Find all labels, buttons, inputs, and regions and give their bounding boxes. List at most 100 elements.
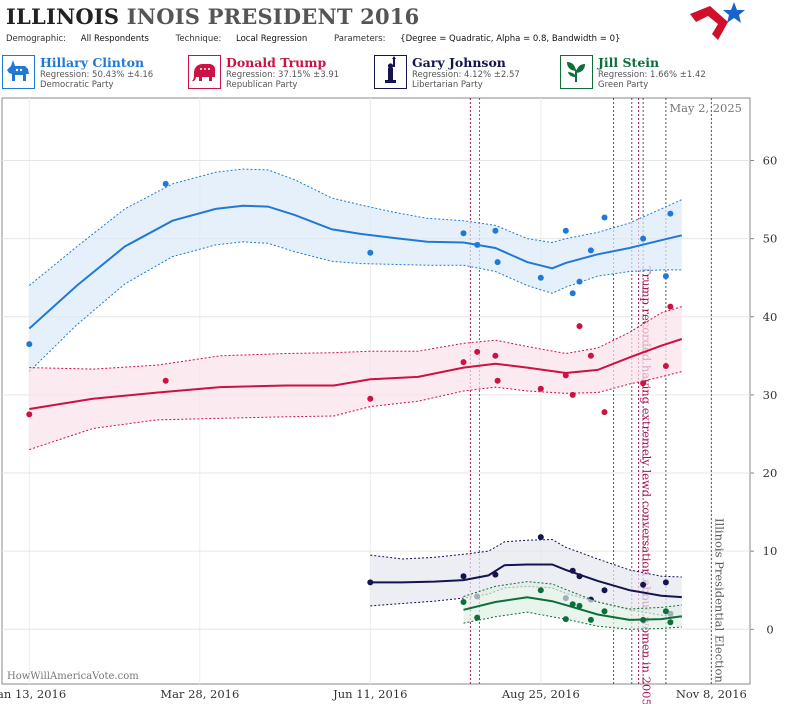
poll-point — [667, 610, 674, 617]
watermark: HowWillAmericaVote.com — [7, 671, 139, 682]
poll-point — [26, 411, 33, 418]
candidate-name: Jill Stein — [598, 55, 660, 70]
poll-point — [576, 278, 583, 285]
lower-bound-line — [463, 611, 682, 630]
leaf-icon — [560, 55, 593, 89]
candidate-card-johnson[interactable]: Gary Johnson Regression: 4.12% ±2.57 Lib… — [374, 54, 560, 92]
demographic-label: Demographic: — [6, 34, 67, 44]
poll-point — [492, 571, 499, 578]
poll-point — [494, 259, 501, 266]
poll-point — [460, 230, 467, 237]
poll-point — [537, 385, 544, 392]
poll-point — [587, 352, 594, 359]
trend-line — [29, 338, 683, 410]
parameters-bar: Demographic: All Respondents Technique: … — [6, 34, 644, 44]
series-group — [367, 534, 682, 619]
poll-point — [460, 599, 467, 605]
poll-point — [460, 359, 467, 366]
poll-point — [640, 616, 647, 623]
candidate-name: Gary Johnson — [412, 55, 506, 70]
poll-point — [162, 377, 169, 384]
lower-bound-line — [28, 241, 682, 372]
poll-point — [576, 573, 583, 580]
upper-bound-line — [463, 581, 682, 610]
poll-point — [367, 249, 374, 256]
y-tick-label: 0 — [766, 622, 773, 636]
upper-bound-line — [29, 306, 682, 370]
poll-point — [569, 567, 576, 574]
candidate-party: Republican Party — [226, 80, 298, 90]
candidate-regression: Regression: 4.12% ±2.57 — [412, 70, 520, 80]
x-tick-label: Jun 11, 2016 — [332, 687, 407, 701]
poll-point — [640, 235, 647, 242]
y-tick-label: 60 — [763, 154, 778, 168]
elephant-icon — [188, 55, 221, 89]
liberty-icon — [374, 55, 407, 89]
title-race: INOIS PRESIDENT 2016 — [126, 4, 420, 29]
demographic-info: Demographic: All Respondents — [6, 34, 161, 44]
y-tick-label: 20 — [763, 466, 778, 480]
candidate-regression: Regression: 1.66% ±1.42 — [598, 70, 706, 80]
x-tick-label: Nov 8, 2016 — [676, 687, 747, 701]
event-label: Trump recorded having extremely lewd con… — [640, 266, 654, 704]
y-tick-label: 50 — [763, 232, 778, 246]
poll-point — [662, 579, 669, 586]
poll-point — [576, 602, 583, 609]
x-tick-label: Aug 25, 2016 — [501, 687, 580, 701]
trend-line — [463, 596, 682, 621]
poll-point — [537, 274, 544, 281]
poll-point — [587, 596, 594, 603]
poll-point — [640, 380, 647, 387]
confidence-band — [29, 169, 682, 372]
candidate-card-stein[interactable]: Jill Stein Regression: 1.66% ±1.42 Green… — [560, 54, 746, 92]
poll-point — [26, 341, 33, 348]
poll-point — [601, 409, 608, 416]
candidate-regression: Regression: 37.15% ±3.91 — [226, 70, 340, 80]
poll-point — [562, 616, 569, 623]
poll-point — [662, 608, 669, 615]
poll-point — [667, 210, 674, 217]
poll-point — [601, 608, 608, 615]
poll-point — [474, 593, 481, 600]
trend-line — [28, 204, 683, 330]
candidate-regression: Regression: 50.43% ±4.16 — [40, 70, 154, 80]
x-tick-label: Jan 13, 2016 — [0, 687, 66, 701]
poll-point — [162, 180, 169, 187]
lower-bound-line — [370, 585, 682, 619]
confidence-band — [463, 581, 682, 630]
parameters-info: Parameters: {Degree = Quadratic, Alpha =… — [334, 34, 632, 44]
parameters-value: {Degree = Quadratic, Alpha = 0.8, Bandwi… — [400, 34, 621, 44]
candidate-party: Green Party — [598, 80, 649, 90]
series-group — [26, 303, 683, 451]
poll-point — [537, 534, 544, 541]
poll-point — [601, 587, 608, 594]
event-label: Illinois Presidential Election — [712, 518, 726, 683]
candidate-card-trump[interactable]: Donald Trump Regression: 37.15% ±3.91 Re… — [188, 54, 374, 92]
poll-point — [562, 595, 569, 602]
poll-point — [492, 352, 499, 359]
poll-point — [662, 363, 669, 369]
candidate-name: Donald Trump — [226, 55, 327, 70]
lower-bound-line — [29, 371, 682, 451]
poll-point — [562, 372, 569, 379]
poll-point — [367, 579, 374, 586]
poll-point — [662, 273, 669, 280]
candidate-party: Democratic Party — [40, 80, 114, 90]
series-group — [26, 168, 683, 372]
candidate-legend: Hillary Clinton Regression: 50.43% ±4.16… — [0, 54, 789, 94]
technique-value: Local Regression — [236, 34, 308, 44]
poll-point — [587, 616, 594, 623]
poll-point — [569, 601, 576, 608]
x-tick-label: Mar 28, 2016 — [160, 687, 239, 701]
poll-point — [537, 587, 544, 594]
poll-point — [494, 377, 501, 384]
poll-point — [367, 395, 374, 402]
candidate-party: Libertarian Party — [412, 80, 483, 90]
plot-frame — [1, 97, 751, 685]
trend-line — [370, 563, 682, 599]
poll-point — [474, 614, 481, 621]
poll-point — [601, 214, 608, 221]
candidate-card-clinton[interactable]: Hillary Clinton Regression: 50.43% ±4.16… — [2, 54, 188, 92]
confidence-band — [370, 539, 682, 618]
technique-info: Technique: Local Regression — [176, 34, 320, 44]
